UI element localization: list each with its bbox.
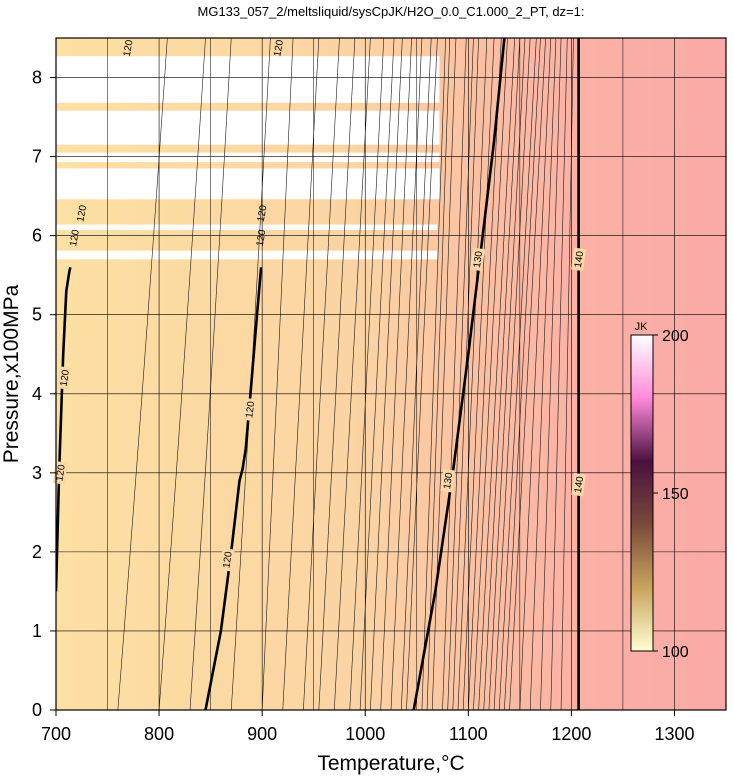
y-axis-title: Pressure,x100MPa: [0, 284, 23, 463]
colorbar: JK 100 150 200: [630, 321, 689, 661]
svg-text:130: 130: [472, 250, 485, 268]
y-tick-label: 2: [32, 542, 42, 562]
small-contour-label: 120: [75, 204, 89, 223]
contour-label: 130: [440, 469, 455, 493]
labeled-contours: [56, 38, 580, 710]
small-contour-label: 120: [122, 39, 136, 58]
svg-text:120: 120: [221, 550, 234, 568]
chart-title: MG133_057_2/meltsliquid/sysCpJK/H2O_0.0_…: [198, 4, 585, 19]
colorbar-tick-label: 100: [662, 644, 689, 661]
blank-bands: [56, 56, 440, 260]
y-tick-label: 7: [32, 147, 42, 167]
x-axis: 700 800 900 1000 1100 1200 1300: [41, 710, 694, 744]
contour-label: 120: [56, 366, 72, 390]
blank-band: [56, 56, 440, 103]
y-tick-label: 5: [32, 305, 42, 325]
small-contour-labels: 120 120 120 120 120 120: [68, 39, 286, 248]
colorbar-fill: [630, 334, 654, 652]
x-tick-label: 700: [41, 724, 71, 744]
small-contour-label: 120: [68, 229, 82, 248]
contour-line-120: [204, 267, 263, 710]
svg-text:140: 140: [573, 475, 586, 493]
colorbar-tick-label: 150: [662, 486, 689, 503]
grid: [56, 38, 726, 710]
thin-contour-line: [158, 38, 206, 710]
contour-label: 140: [571, 247, 586, 272]
blank-band: [56, 224, 438, 231]
contour-line-130: [412, 38, 506, 710]
contour-labels: 120 120 120 120 130 130 140 140: [52, 247, 586, 572]
plot-background: [56, 38, 726, 710]
thin-contour-line: [189, 38, 232, 710]
x-tick-label: 1300: [654, 724, 694, 744]
svg-text:120: 120: [55, 464, 68, 482]
svg-text:140: 140: [573, 250, 586, 268]
blank-band: [56, 168, 440, 200]
small-contour-label: 120: [272, 39, 286, 58]
y-tick-label: 4: [32, 384, 42, 404]
x-tick-label: 800: [144, 724, 174, 744]
y-tick-label: 1: [32, 621, 42, 641]
thin-contour-line: [560, 38, 574, 710]
contour-line-120: [56, 266, 72, 592]
blank-band: [56, 152, 440, 163]
plot-frame: [55, 37, 727, 711]
thin-contour-line: [117, 38, 168, 710]
y-axis: 0 1 2 3 4 5 6 7 8: [32, 68, 56, 720]
x-tick-label: 1100: [449, 724, 488, 744]
small-contour-label: 120: [255, 229, 269, 248]
svg-text:120: 120: [59, 369, 72, 387]
contour-label: 120: [219, 548, 235, 572]
x-tick-label: 1200: [551, 724, 591, 744]
contour-label: 120: [242, 397, 257, 422]
contour-label: 130: [470, 247, 485, 272]
colorbar-tick-label: 200: [662, 328, 689, 345]
y-tick-label: 3: [32, 463, 42, 483]
small-contour-label: 120: [256, 204, 270, 223]
x-axis-title: Temperature,°C: [317, 752, 464, 775]
contour-label: 140: [571, 472, 586, 497]
colorbar-unit-label: JK: [635, 321, 649, 333]
colorbar-ticks: 100 150 200: [653, 328, 689, 661]
x-tick-label: 900: [247, 724, 277, 744]
y-tick-label: 0: [32, 700, 42, 720]
y-tick-label: 8: [32, 68, 42, 88]
svg-text:130: 130: [442, 471, 455, 489]
blank-band: [56, 110, 440, 145]
svg-text:120: 120: [244, 400, 257, 418]
x-tick-label: 1000: [345, 724, 385, 744]
y-tick-label: 6: [32, 226, 42, 246]
blank-band: [56, 250, 438, 260]
